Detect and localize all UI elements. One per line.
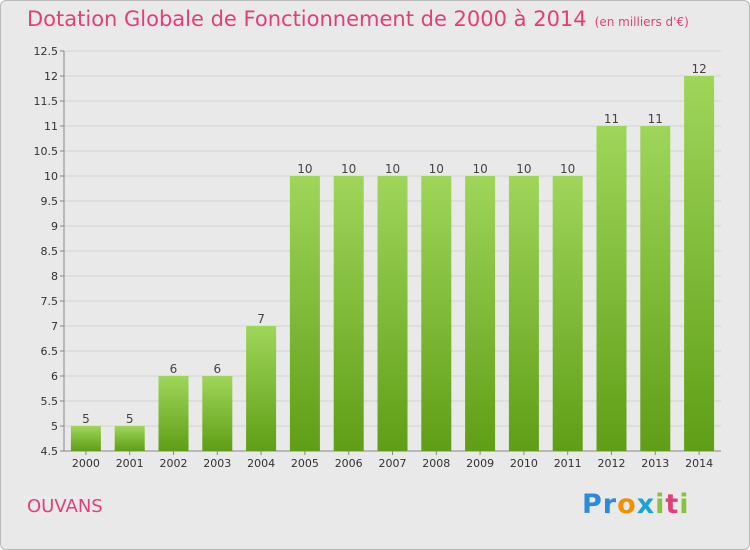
x-tick-label: 2005 xyxy=(291,457,319,470)
y-tick-label: 7.5 xyxy=(41,295,59,308)
logo-letter: r xyxy=(602,489,618,520)
x-tick-label: 2014 xyxy=(685,457,713,470)
y-tick-label: 8.5 xyxy=(41,245,59,258)
y-tick-label: 5.5 xyxy=(41,395,59,408)
x-tick-label: 2009 xyxy=(466,457,494,470)
value-label: 6 xyxy=(170,362,178,376)
bar-2006 xyxy=(333,176,364,451)
x-tick-label: 2013 xyxy=(641,457,669,470)
y-tick-label: 5 xyxy=(51,420,58,433)
x-tick-label: 2004 xyxy=(247,457,275,470)
value-label: 10 xyxy=(560,162,575,176)
y-tick-label: 9.5 xyxy=(41,195,59,208)
x-tick-label: 2001 xyxy=(116,457,144,470)
value-label: 10 xyxy=(516,162,531,176)
value-label: 11 xyxy=(648,112,663,126)
logo-letter: i xyxy=(679,489,690,520)
y-tick-label: 6 xyxy=(51,370,58,383)
logo-letter: x xyxy=(636,489,656,520)
logo-letter: o xyxy=(617,489,637,520)
commune-name: OUVANS xyxy=(27,496,103,517)
value-label: 10 xyxy=(385,162,400,176)
x-tick-label: 2012 xyxy=(598,457,626,470)
value-label: 10 xyxy=(341,162,356,176)
y-tick-label: 11 xyxy=(44,120,58,133)
value-label: 7 xyxy=(257,312,265,326)
logo-letter: P xyxy=(582,489,603,520)
y-tick-label: 8 xyxy=(51,270,58,283)
x-tick-label: 2006 xyxy=(335,457,363,470)
x-tick-label: 2003 xyxy=(203,457,231,470)
y-tick-label: 7 xyxy=(51,320,58,333)
value-label: 12 xyxy=(691,62,706,76)
value-labels: 5 5 6 6 7 10 10 10 10 10 10 10 11 11 12 xyxy=(82,62,707,426)
value-label: 10 xyxy=(297,162,312,176)
bar-2002 xyxy=(158,376,189,451)
value-label: 10 xyxy=(429,162,444,176)
logo-letter: t xyxy=(665,489,680,520)
logo-letter: i xyxy=(655,489,666,520)
chart-title: Dotation Globale de Fonctionnement de 20… xyxy=(27,7,689,31)
value-label: 10 xyxy=(472,162,487,176)
value-label: 11 xyxy=(604,112,619,126)
x-tick-label: 2007 xyxy=(379,457,407,470)
value-label: 5 xyxy=(82,412,90,426)
bar-2003 xyxy=(202,376,233,451)
bar-2010 xyxy=(508,176,539,451)
y-tick-label: 10 xyxy=(44,170,58,183)
bar-2004 xyxy=(246,326,277,451)
proxiti-logo: Proxiti xyxy=(582,489,690,520)
y-tick-label: 11.5 xyxy=(34,95,59,108)
bar-2013 xyxy=(640,126,671,451)
x-tick-label: 2002 xyxy=(160,457,188,470)
y-tick-label: 6.5 xyxy=(41,345,59,358)
y-tick-label: 12.5 xyxy=(34,45,59,58)
bar-2000 xyxy=(70,426,101,451)
axes: 4.5 5 5.5 6 6.5 7 7.5 8 8.5 9 9.5 10 10.5 11 11.5 12 12.… xyxy=(34,45,721,470)
x-tick-label: 2010 xyxy=(510,457,538,470)
bar-2008 xyxy=(421,176,452,451)
value-label: 6 xyxy=(213,362,221,376)
y-tick-label: 9 xyxy=(51,220,58,233)
title-text: Dotation Globale de Fonctionnement de 20… xyxy=(27,7,587,31)
chart-subtitle: (en milliers d'€) xyxy=(594,15,689,29)
bar-2001 xyxy=(114,426,145,451)
y-tick-label: 12 xyxy=(44,70,58,83)
bar-2007 xyxy=(377,176,408,451)
bar-2009 xyxy=(465,176,496,451)
y-tick-label: 4.5 xyxy=(41,445,59,458)
bar-2012 xyxy=(596,126,627,451)
x-tick-label: 2011 xyxy=(554,457,582,470)
x-tick-label: 2000 xyxy=(72,457,100,470)
bar-2011 xyxy=(552,176,583,451)
y-tick-label: 10.5 xyxy=(34,145,59,158)
bar-2014 xyxy=(684,76,715,451)
value-label: 5 xyxy=(126,412,134,426)
bar-2005 xyxy=(289,176,320,451)
bars xyxy=(70,76,715,451)
x-tick-label: 2008 xyxy=(422,457,450,470)
